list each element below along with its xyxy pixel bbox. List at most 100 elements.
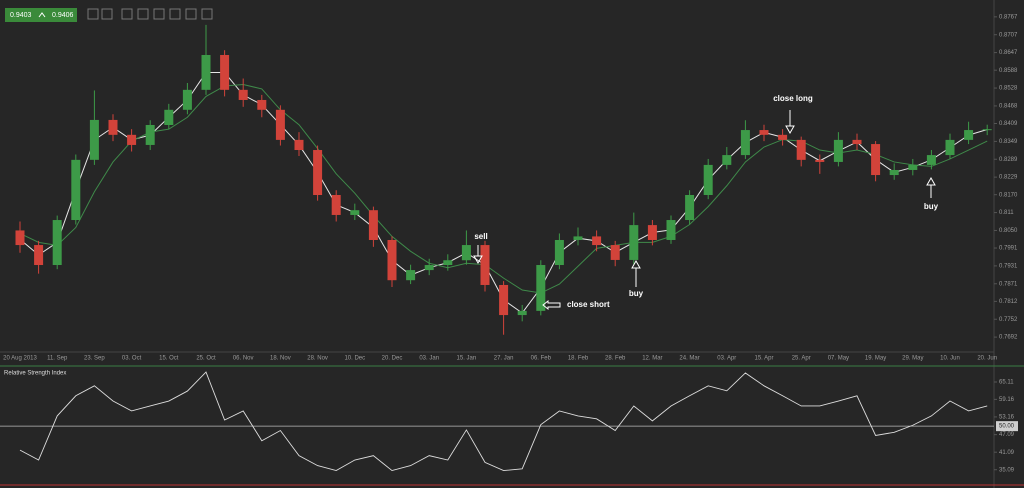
candle-body: [647, 225, 657, 240]
candle-body: [145, 124, 155, 145]
candle-body: [573, 236, 583, 240]
candle-body: [889, 169, 899, 176]
y-tick-label: 0.8647: [999, 50, 1018, 56]
candle-body: [220, 54, 230, 90]
bid-price: 0.9403: [10, 12, 32, 19]
y-tick-label: 0.8229: [999, 175, 1018, 181]
rsi-title: Relative Strength Index: [4, 371, 66, 377]
x-tick-label: 25. Apr: [792, 356, 811, 362]
x-tick-label: 25. Oct: [196, 356, 216, 362]
y-tick-label: 0.8289: [999, 157, 1018, 163]
candle-body: [592, 236, 602, 246]
y-tick-label: 0.7812: [999, 299, 1018, 305]
candle-body: [424, 265, 434, 271]
x-tick-label: 03. Apr: [717, 356, 736, 362]
y-tick-label: 0.8588: [999, 68, 1018, 74]
x-tick-label: 10. Dec: [344, 356, 365, 362]
zoom-in[interactable]: [87, 8, 99, 20]
candle-body: [852, 139, 862, 145]
y-tick-label: 65.11: [999, 380, 1014, 386]
candle-body: [796, 139, 806, 160]
candle-body: [331, 195, 341, 215]
candle-body: [536, 265, 546, 311]
candle-body: [629, 225, 639, 260]
y-tick-label: 0.7692: [999, 335, 1018, 341]
x-tick-label: 12. Mar: [642, 356, 662, 362]
y-tick-label: 53.16: [999, 414, 1015, 420]
y-tick-label: 0.8767: [999, 14, 1018, 20]
candle-body: [368, 210, 378, 240]
annotation-arrow: [926, 176, 936, 198]
timeframe[interactable]: [121, 8, 133, 20]
candle-body: [685, 195, 695, 221]
y-tick-label: 0.7991: [999, 246, 1018, 252]
candle-body: [945, 139, 955, 156]
candle-body: [182, 89, 192, 110]
x-tick-label: 28. Feb: [605, 356, 626, 362]
candle-body: [387, 239, 397, 281]
y-tick-label: 0.7752: [999, 317, 1018, 323]
x-tick-label: 15. Jan: [457, 356, 477, 362]
candle-body: [443, 260, 453, 266]
candle-body: [499, 284, 509, 316]
candle-body: [554, 239, 564, 266]
candle-body: [201, 54, 211, 90]
x-tick-label: 27. Jan: [494, 356, 514, 362]
x-tick-label: 20. Jun: [977, 356, 997, 362]
zoom-out[interactable]: [101, 8, 113, 20]
candle-body: [89, 119, 99, 160]
chart-type[interactable]: [137, 8, 149, 20]
candle-body: [461, 245, 471, 261]
candle-body: [350, 210, 360, 215]
y-tick-label: 0.8170: [999, 192, 1018, 198]
candle-body: [722, 155, 732, 165]
annotation: sell: [474, 232, 487, 241]
x-tick-label: 06. Nov: [233, 356, 254, 362]
candle-body: [52, 220, 62, 266]
candle-body: [164, 109, 174, 125]
annotation-arrow: [473, 245, 483, 265]
moving-average: [19, 83, 988, 294]
rsi-line: [19, 371, 988, 472]
annotation-arrow: [785, 110, 795, 135]
candle-body: [666, 220, 676, 240]
y-tick-label: 35.09: [999, 467, 1015, 473]
y-tick-label: 47.09: [999, 432, 1015, 438]
x-tick-label: 18. Feb: [568, 356, 589, 362]
ask-price: 0.9406: [52, 12, 74, 19]
candle-body: [871, 144, 881, 176]
y-tick-label: 0.8409: [999, 121, 1018, 127]
candle-body: [908, 164, 918, 170]
candle-body: [926, 155, 936, 165]
x-tick-label: 10. Jun: [940, 356, 960, 362]
y-tick-label: 0.7931: [999, 263, 1018, 269]
toolbar: 0.9403 0.9406: [5, 8, 213, 22]
candle-body: [964, 130, 974, 140]
x-tick-label: 20 Aug 2013: [3, 356, 37, 362]
annotation-arrow: [542, 299, 561, 311]
y-tick-label: 0.8528: [999, 86, 1018, 92]
x-tick-label: 29. May: [902, 356, 923, 362]
settings[interactable]: [201, 8, 213, 20]
annotation: buy: [924, 202, 939, 211]
x-tick-label: 15. Oct: [159, 356, 179, 362]
y-tick-label: 0.811: [999, 210, 1014, 216]
indicators[interactable]: [153, 8, 165, 20]
templates[interactable]: [185, 8, 197, 20]
drawing[interactable]: [169, 8, 181, 20]
x-tick-label: 07. May: [828, 356, 849, 362]
candle-body: [778, 134, 788, 140]
candle-body: [517, 310, 527, 316]
candle-body: [108, 119, 118, 135]
candle-body: [703, 164, 713, 196]
y-tick-label: 0.8050: [999, 228, 1018, 234]
annotation: close long: [773, 94, 813, 103]
candle-body: [982, 129, 992, 131]
annotation: buy: [629, 289, 644, 298]
x-tick-label: 03. Jan: [419, 356, 439, 362]
x-tick-label: 23. Sep: [84, 356, 105, 362]
x-tick-label: 03. Oct: [122, 356, 142, 362]
